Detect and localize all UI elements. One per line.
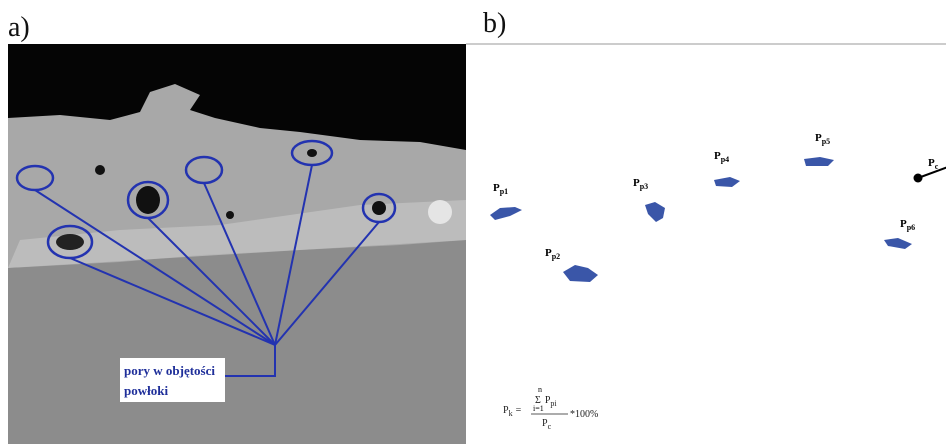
pore-subscript: p3: [640, 182, 648, 191]
formula-den: Pc: [542, 418, 552, 431]
pore-subscript: p4: [721, 155, 729, 164]
annotation: pory w objętości: [124, 363, 215, 378]
formula-lhs: Pk=: [503, 405, 522, 418]
pore-subscript: p2: [552, 252, 560, 261]
pore-subscript: p1: [500, 187, 508, 196]
pore-blobs: [490, 157, 946, 282]
pore-subscript: p5: [822, 137, 830, 146]
pore-subscript: p6: [907, 223, 915, 232]
pore-label: Pp3: [633, 177, 648, 191]
pore-label: Pp6: [900, 218, 915, 232]
panel-label: a): [8, 12, 30, 43]
pore-label: Pp1: [493, 182, 508, 196]
sum-top: n: [538, 385, 542, 394]
formula-tail: *100%: [570, 409, 598, 420]
figure: a) pory w objętości powłoki b): [0, 0, 946, 444]
pore-label: Pp5: [815, 132, 830, 146]
pore-label: Pp2: [545, 247, 560, 261]
annotation: powłoki: [124, 383, 168, 398]
micrograph: [8, 44, 466, 444]
panel-label: b): [483, 8, 506, 39]
reference-label: Pc: [928, 157, 939, 171]
pore-label: Pp4: [714, 150, 729, 164]
sum-bottom: i=1: [533, 404, 544, 413]
